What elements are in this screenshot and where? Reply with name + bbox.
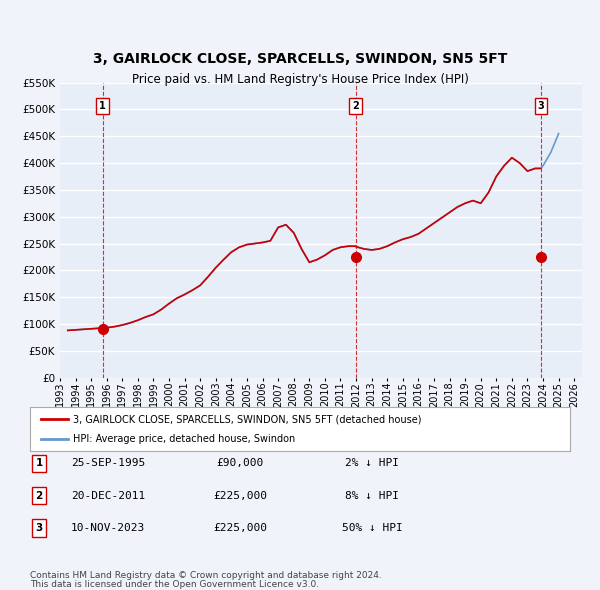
Text: £225,000: £225,000 [213,491,267,500]
Text: 3, GAIRLOCK CLOSE, SPARCELLS, SWINDON, SN5 5FT (detached house): 3, GAIRLOCK CLOSE, SPARCELLS, SWINDON, S… [73,415,422,424]
Text: HPI: Average price, detached house, Swindon: HPI: Average price, detached house, Swin… [73,434,295,444]
Text: 1: 1 [35,458,43,468]
Text: Contains HM Land Registry data © Crown copyright and database right 2024.: Contains HM Land Registry data © Crown c… [30,571,382,580]
Text: 1: 1 [99,101,106,111]
Text: 3: 3 [538,101,544,111]
Text: 2: 2 [35,491,43,500]
Text: 10-NOV-2023: 10-NOV-2023 [71,523,145,533]
Text: This data is licensed under the Open Government Licence v3.0.: This data is licensed under the Open Gov… [30,579,319,589]
Text: 2% ↓ HPI: 2% ↓ HPI [345,458,399,468]
Text: Price paid vs. HM Land Registry's House Price Index (HPI): Price paid vs. HM Land Registry's House … [131,73,469,86]
Text: 50% ↓ HPI: 50% ↓ HPI [341,523,403,533]
Text: 2: 2 [352,101,359,111]
Text: 25-SEP-1995: 25-SEP-1995 [71,458,145,468]
Text: £225,000: £225,000 [213,523,267,533]
Text: 3: 3 [35,523,43,533]
Text: 20-DEC-2011: 20-DEC-2011 [71,491,145,500]
Text: 8% ↓ HPI: 8% ↓ HPI [345,491,399,500]
Text: £90,000: £90,000 [217,458,263,468]
Text: 3, GAIRLOCK CLOSE, SPARCELLS, SWINDON, SN5 5FT: 3, GAIRLOCK CLOSE, SPARCELLS, SWINDON, S… [93,52,507,66]
